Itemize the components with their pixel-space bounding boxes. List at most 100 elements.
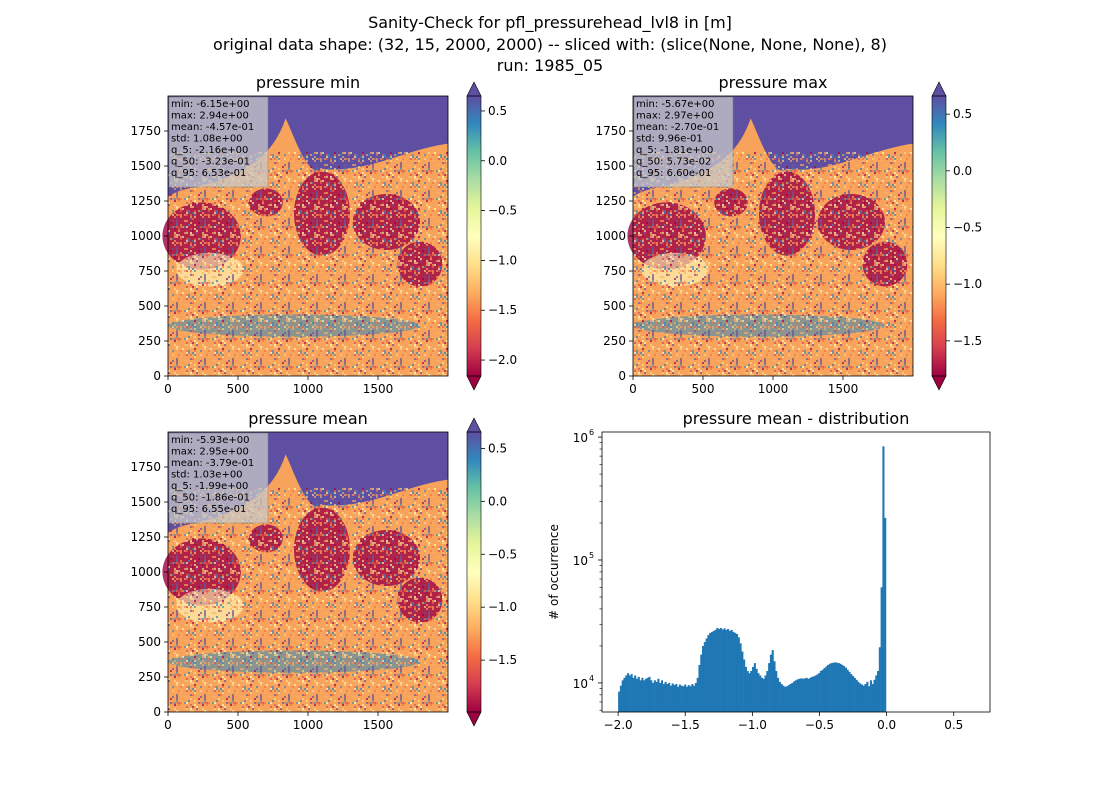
histogram-bar xyxy=(630,674,633,712)
heatmap-texture xyxy=(168,488,448,712)
histogram-bar xyxy=(730,629,733,712)
histogram-bar xyxy=(652,682,655,712)
histogram-bar xyxy=(737,637,740,712)
colorbar-tick-label: 0.5 xyxy=(488,441,507,455)
colorbar-tick-label: −1.0 xyxy=(488,600,517,614)
x-tick-label: −0.5 xyxy=(805,718,834,732)
colorbar-tick-label: 0.5 xyxy=(953,107,972,121)
figure-title-line2: original data shape: (32, 15, 2000, 2000… xyxy=(213,35,887,54)
histogram-bar xyxy=(682,686,685,712)
histogram-bar xyxy=(880,587,883,712)
histogram-bar xyxy=(743,659,746,712)
stats-line: q_5: -1.81e+00 xyxy=(636,145,713,156)
colorbar-tick-label: 0.0 xyxy=(953,164,972,178)
histogram-bar xyxy=(814,675,817,712)
histogram-bar xyxy=(762,678,765,712)
histogram-bar xyxy=(875,675,878,712)
colorbar-tick-label: 0.0 xyxy=(488,154,507,168)
histogram-bar xyxy=(696,677,699,712)
histogram-bar xyxy=(655,681,658,712)
x-tick-label: 0.5 xyxy=(944,718,963,732)
histogram-bar xyxy=(852,675,855,712)
histogram-bar xyxy=(766,671,769,712)
histogram-bar xyxy=(744,666,747,712)
x-tick-label: 0 xyxy=(629,382,637,396)
histogram-bar xyxy=(712,630,715,712)
histogram-bar xyxy=(698,664,701,712)
axes-frame xyxy=(601,431,991,713)
histogram-bar xyxy=(748,673,751,712)
colorbar-frame xyxy=(466,431,482,713)
histogram-bar xyxy=(668,682,671,712)
x-tick-label: 1500 xyxy=(363,718,394,732)
histogram-bar xyxy=(778,681,781,712)
y-tick-label: 250 xyxy=(138,670,161,684)
stats-line: std: 1.08e+00 xyxy=(171,134,243,145)
y-tick-label: 750 xyxy=(603,264,626,278)
heatmap-texture xyxy=(633,152,913,376)
colorbar-extend-bottom xyxy=(931,375,947,391)
x-tick-label: 500 xyxy=(227,718,250,732)
histogram-bar xyxy=(753,663,756,712)
x-tick-label: 500 xyxy=(227,382,250,396)
x-tick-label: 1000 xyxy=(758,382,789,396)
stats-line: mean: -4.57e-01 xyxy=(171,122,254,133)
stats-box xyxy=(168,96,269,188)
histogram-bar xyxy=(691,683,694,712)
histogram-bar xyxy=(646,677,649,712)
x-tick-label: 0.0 xyxy=(877,718,896,732)
colorbar-tick-label: −0.5 xyxy=(953,220,982,234)
histogram-bar xyxy=(677,686,680,712)
y-tick-label: 250 xyxy=(138,334,161,348)
histogram-bar xyxy=(700,654,703,712)
y-tick-label: 0 xyxy=(153,705,161,719)
histogram-bar xyxy=(871,683,874,712)
histogram-bar xyxy=(866,681,869,712)
histogram-bar xyxy=(884,517,887,712)
y-tick-exponent: 6 xyxy=(589,428,594,437)
colorbar-gradient xyxy=(932,96,946,376)
x-tick-label: −2.0 xyxy=(604,718,633,732)
histogram-bar xyxy=(764,675,767,712)
histogram-bar xyxy=(823,668,826,712)
colorbar-3: 0.5 0.0 −0.5 −1.0 −1.5 xyxy=(466,417,517,727)
histogram-bar xyxy=(705,638,708,712)
histogram-bar xyxy=(860,684,864,712)
histogram-bar xyxy=(853,677,856,712)
y-tick-label: 1250 xyxy=(130,530,161,544)
histogram-bar xyxy=(685,686,689,712)
y-tick-label: 500 xyxy=(603,299,626,313)
histogram-bar xyxy=(837,663,840,712)
colorbar-1: 0.5 0.0 −0.5 −1.0 −1.5 −2.0 xyxy=(466,81,517,391)
histogram-bar xyxy=(723,628,726,712)
histogram-bar xyxy=(821,669,824,712)
histogram-bar xyxy=(702,645,705,712)
histogram-bar xyxy=(694,682,697,712)
y-tick-label: 1750 xyxy=(130,460,161,474)
colorbar-tick-label: −1.5 xyxy=(488,653,517,667)
histogram-bar xyxy=(750,671,753,712)
subplot-title: pressure max xyxy=(718,73,827,92)
histogram-bar xyxy=(752,666,755,712)
histogram-bar xyxy=(689,686,692,712)
histogram-bar xyxy=(644,678,647,712)
histogram-bar xyxy=(769,654,772,712)
histogram-bar xyxy=(873,679,876,712)
histogram-bar xyxy=(882,446,885,712)
y-tick-label: 10 xyxy=(573,554,588,568)
x-tick-label: 500 xyxy=(692,382,715,396)
histogram-bar xyxy=(812,676,815,712)
histogram-bar xyxy=(798,678,801,712)
stats-line: q_50: -1.86e-01 xyxy=(171,493,250,504)
heatmap-panel-2: 0 500 1000 1500 0 250 500 750 1000 1250 1500 1750 pr… xyxy=(595,73,914,396)
histogram-bar xyxy=(632,677,635,712)
histogram-bar xyxy=(725,629,728,712)
histogram-bar xyxy=(735,634,739,712)
histogram-bar xyxy=(618,691,621,712)
histogram-bar xyxy=(664,681,667,712)
histogram-bar xyxy=(675,683,678,712)
histogram-bar xyxy=(878,647,881,712)
histogram-bar xyxy=(639,680,642,712)
histogram-bar xyxy=(818,673,821,712)
